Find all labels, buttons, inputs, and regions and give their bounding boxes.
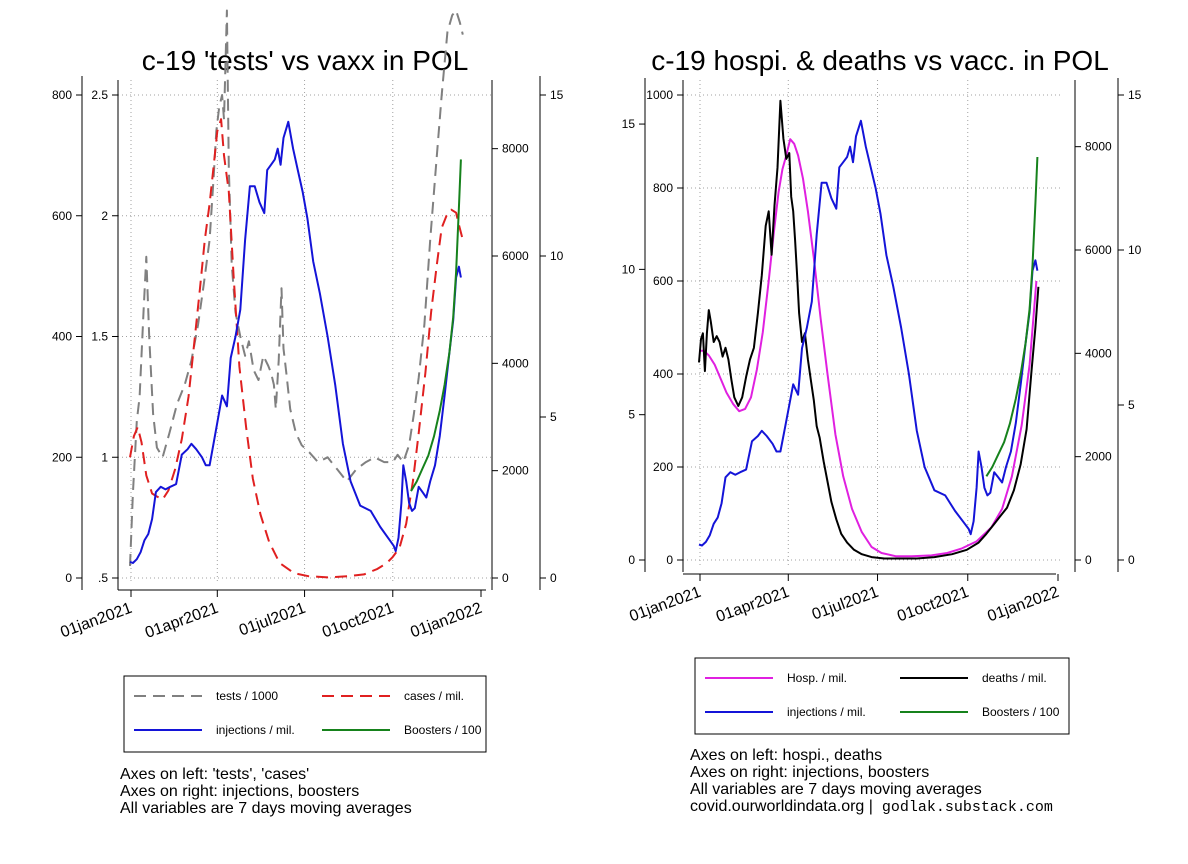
y-tick-label: 10 bbox=[550, 249, 564, 263]
legend-label: Hosp. / mil. bbox=[787, 671, 847, 685]
y-tick-label: 1.5 bbox=[91, 330, 108, 344]
y-tick-label: 0 bbox=[666, 553, 673, 567]
series-line-boosters-100 bbox=[410, 159, 462, 492]
y-tick-label: 0 bbox=[628, 553, 635, 567]
legend-label: cases / mil. bbox=[404, 689, 464, 703]
right-chart-notes: Axes on left: hospi., deaths Axes on rig… bbox=[690, 747, 1053, 816]
series-line-hosp-mil bbox=[699, 138, 1038, 558]
y-tick-label: 800 bbox=[52, 88, 72, 102]
y-tick-label: .5 bbox=[98, 571, 108, 585]
x-tick-label: 01jan2021 bbox=[627, 584, 703, 626]
y-tick-label: 600 bbox=[52, 209, 72, 223]
legend-box bbox=[694, 657, 1070, 735]
note-line: Axes on left: 'tests', 'cases' bbox=[120, 766, 310, 783]
note-line: All variables are 7 days moving averages bbox=[120, 800, 412, 817]
x-tick-label: 01jul2021 bbox=[237, 600, 308, 640]
x-tick-label: 01jan2021 bbox=[58, 600, 134, 642]
y-tick-label: 0 bbox=[550, 571, 557, 585]
y-tick-label: 0 bbox=[1085, 553, 1092, 567]
y-tick-label: 15 bbox=[550, 88, 564, 102]
note-line: Axes on left: hospi., deaths bbox=[690, 747, 883, 764]
x-tick-label: 01oct2021 bbox=[895, 584, 971, 626]
y-tick-label: 600 bbox=[653, 274, 673, 288]
y-tick-label: 5 bbox=[628, 408, 635, 422]
note-line: covid.ourworldindata.org | godlak.substa… bbox=[690, 798, 1053, 816]
source-text: covid.ourworldindata.org | bbox=[690, 798, 873, 815]
y-tick-label: 0 bbox=[502, 571, 509, 585]
credit-text: godlak.substack.com bbox=[881, 799, 1053, 816]
y-tick-label: 400 bbox=[52, 330, 72, 344]
x-tick-label: 01apr2021 bbox=[143, 600, 221, 642]
y-tick-label: 200 bbox=[653, 460, 673, 474]
series-line-injections-mil bbox=[698, 119, 1039, 547]
legend-label: Boosters / 100 bbox=[404, 723, 482, 737]
x-tick-label: 01jul2021 bbox=[810, 584, 881, 624]
y-tick-label: 5 bbox=[550, 410, 557, 424]
note-line: All variables are 7 days moving averages bbox=[690, 781, 982, 798]
x-tick-label: 01apr2021 bbox=[714, 584, 792, 626]
note-line: Axes on right: injections, boosters bbox=[120, 783, 360, 800]
y-tick-label: 6000 bbox=[1085, 243, 1112, 257]
legend-box bbox=[123, 675, 487, 753]
legend-label: tests / 1000 bbox=[216, 689, 278, 703]
y-tick-label: 10 bbox=[1128, 243, 1142, 257]
series-line-cases-mil bbox=[129, 118, 464, 579]
y-tick-label: 800 bbox=[653, 181, 673, 195]
left-chart-notes: Axes on left: 'tests', 'cases' Axes on r… bbox=[120, 766, 412, 817]
y-tick-label: 400 bbox=[653, 367, 673, 381]
series-line-boosters-100 bbox=[985, 156, 1039, 477]
y-tick-label: 1 bbox=[101, 450, 108, 464]
legend-label: injections / mil. bbox=[216, 723, 295, 737]
legend-label: deaths / mil. bbox=[982, 671, 1047, 685]
y-tick-label: 0 bbox=[1128, 553, 1135, 567]
legend-label: injections / mil. bbox=[787, 705, 866, 719]
y-tick-label: 200 bbox=[52, 450, 72, 464]
y-tick-label: 8000 bbox=[502, 142, 529, 156]
y-tick-label: 2.5 bbox=[91, 88, 108, 102]
x-tick-label: 01jan2022 bbox=[408, 600, 484, 642]
chart-title: c-19 'tests' vs vaxx in POL bbox=[142, 45, 469, 76]
y-tick-label: 8000 bbox=[1085, 140, 1112, 154]
y-tick-label: 10 bbox=[622, 262, 636, 276]
y-tick-label: 0 bbox=[65, 571, 72, 585]
y-tick-label: 6000 bbox=[502, 249, 529, 263]
y-tick-label: 5 bbox=[1128, 398, 1135, 412]
note-line: Axes on right: injections, boosters bbox=[690, 764, 930, 781]
y-tick-label: 2000 bbox=[1085, 450, 1112, 464]
y-tick-label: 15 bbox=[1128, 88, 1142, 102]
legend-label: Boosters / 100 bbox=[982, 705, 1060, 719]
y-tick-label: 4000 bbox=[502, 356, 529, 370]
series-line-deaths-mil bbox=[698, 99, 1040, 560]
series-line-injections-mil bbox=[129, 120, 462, 564]
y-tick-label: 15 bbox=[622, 117, 636, 131]
chart-title: c-19 hospi. & deaths vs vacc. in POL bbox=[651, 45, 1109, 76]
y-tick-label: 2000 bbox=[502, 464, 529, 478]
y-tick-label: 2 bbox=[101, 209, 108, 223]
y-tick-label: 1000 bbox=[646, 88, 673, 102]
x-tick-label: 01oct2021 bbox=[320, 600, 396, 642]
y-tick-label: 4000 bbox=[1085, 346, 1112, 360]
x-tick-label: 01jan2022 bbox=[985, 584, 1061, 626]
